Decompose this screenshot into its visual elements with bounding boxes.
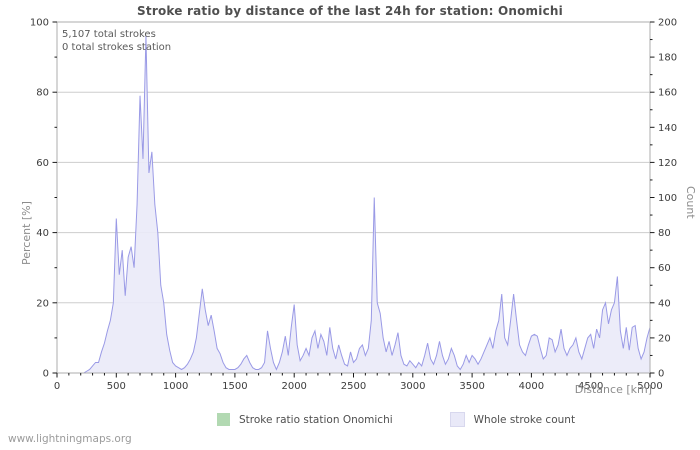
legend-swatch-count-icon	[449, 412, 465, 427]
legend-label-count: Whole stroke count	[473, 413, 576, 426]
svg-text:500: 500	[107, 381, 126, 392]
svg-text:140: 140	[658, 123, 677, 134]
svg-text:120: 120	[658, 158, 677, 169]
svg-text:1000: 1000	[163, 381, 188, 392]
svg-text:40: 40	[658, 298, 671, 309]
svg-text:5000: 5000	[637, 381, 662, 392]
svg-text:3000: 3000	[400, 381, 425, 392]
svg-text:180: 180	[658, 53, 677, 64]
y-left-axis-title: Percent [%]	[20, 201, 33, 265]
svg-text:2000: 2000	[281, 381, 306, 392]
footer-link[interactable]: www.lightningmaps.org	[8, 433, 132, 445]
station-strokes-annotation: 0 total strokes station	[62, 42, 172, 53]
legend-entry-ratio: Stroke ratio station Onomichi	[217, 413, 393, 426]
svg-text:2500: 2500	[341, 381, 366, 392]
svg-text:4500: 4500	[578, 381, 603, 392]
x-axis-title: Distance [km]	[574, 383, 652, 396]
svg-text:0: 0	[43, 369, 49, 380]
svg-text:100: 100	[658, 193, 677, 204]
count-area-series	[57, 36, 651, 374]
legend-entry-count: Whole stroke count	[449, 412, 576, 427]
svg-text:3500: 3500	[459, 381, 484, 392]
svg-text:80: 80	[36, 88, 49, 99]
svg-text:20: 20	[658, 333, 671, 344]
y-left-ticks: 0 20 40 60 80 100	[30, 18, 57, 380]
chart-title: Stroke ratio by distance of the last 24h…	[137, 4, 563, 18]
svg-text:80: 80	[658, 228, 671, 239]
y-right-axis-title: Count	[684, 186, 697, 219]
svg-text:60: 60	[36, 158, 49, 169]
svg-text:1500: 1500	[222, 381, 247, 392]
svg-text:160: 160	[658, 88, 677, 99]
svg-text:60: 60	[658, 263, 671, 274]
svg-text:200: 200	[658, 18, 677, 29]
legend-label-ratio: Stroke ratio station Onomichi	[239, 413, 393, 426]
total-strokes-annotation: 5,107 total strokes	[62, 29, 156, 40]
svg-text:0: 0	[54, 381, 60, 392]
svg-text:20: 20	[36, 298, 49, 309]
x-axis-ticks: 0 500 1000 1500 2000 2500 3000 3500 4000 4500 5000	[54, 373, 663, 392]
svg-text:4000: 4000	[519, 381, 544, 392]
svg-text:40: 40	[36, 228, 49, 239]
legend: Stroke ratio station Onomichi Whole stro…	[217, 412, 575, 427]
svg-text:100: 100	[30, 18, 49, 29]
legend-swatch-ratio-icon	[217, 413, 230, 426]
y-right-ticks: 0 20 40 60 80 100 120 140 160 180 200	[650, 18, 677, 380]
svg-text:0: 0	[658, 369, 664, 380]
